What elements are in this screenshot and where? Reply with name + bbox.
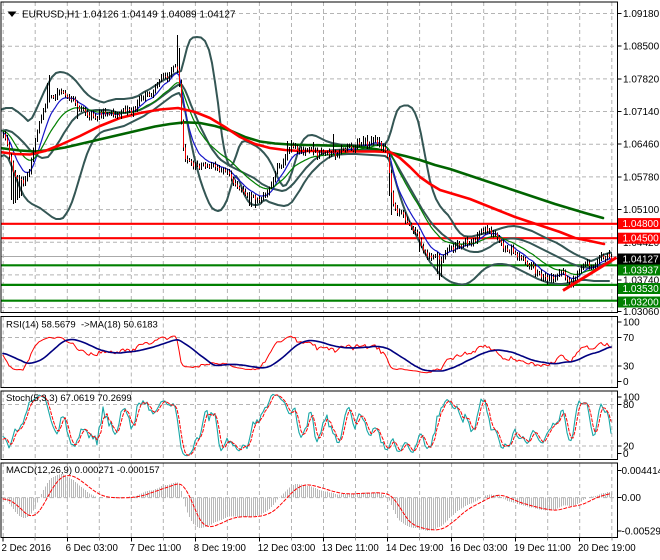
svg-text:1.03060: 1.03060 [623,307,660,318]
svg-text:6 Dec 03:00: 6 Dec 03:00 [66,543,119,554]
svg-text:0.004414: 0.004414 [622,466,660,477]
svg-text:100: 100 [623,318,640,329]
svg-text:100: 100 [623,393,640,404]
svg-text:20: 20 [623,442,635,453]
svg-text:13 Dec 11:00: 13 Dec 11:00 [322,543,380,554]
svg-text:12 Dec 03:00: 12 Dec 03:00 [258,543,316,554]
svg-text:1.06460: 1.06460 [623,140,660,151]
svg-text:MACD(12,26,9) 0.000271 -0.0001: MACD(12,26,9) 0.000271 -0.000157 [6,465,160,476]
svg-text:8 Dec 19:00: 8 Dec 19:00 [194,543,247,554]
svg-text:16 Dec 03:00: 16 Dec 03:00 [450,543,508,554]
svg-text:1.03530: 1.03530 [623,284,660,295]
svg-text:Stoch(5,3,3) 67.0619 70.2699: Stoch(5,3,3) 67.0619 70.2699 [6,393,132,404]
svg-text:2 Dec 2016: 2 Dec 2016 [2,543,52,554]
svg-text:RSI(14) 58.5679 ->MA(18) 50.6: RSI(14) 58.5679 ->MA(18) 50.6183 [6,320,158,331]
svg-text:80: 80 [623,400,635,411]
svg-text:1.08500: 1.08500 [623,42,660,53]
svg-text:14 Dec 19:00: 14 Dec 19:00 [386,543,444,554]
svg-text:EURUSD,H1 1.04126 1.04149 1.0: EURUSD,H1 1.04126 1.04149 1.04089 1.0412… [22,10,236,21]
svg-text:1.07820: 1.07820 [623,74,660,85]
svg-text:-0.005299: -0.005299 [622,527,660,538]
svg-text:70: 70 [623,333,635,344]
svg-text:30: 30 [623,362,635,373]
svg-text:1.09180: 1.09180 [623,9,660,20]
svg-text:1.04800: 1.04800 [623,219,660,230]
svg-text:1.07140: 1.07140 [623,107,660,118]
svg-text:0.00: 0.00 [622,493,642,504]
svg-text:19 Dec 11:00: 19 Dec 11:00 [514,543,572,554]
svg-text:1.05780: 1.05780 [623,172,660,183]
svg-text:1.03937: 1.03937 [623,266,660,277]
svg-text:7 Dec 11:00: 7 Dec 11:00 [130,543,182,554]
svg-text:1.04500: 1.04500 [623,234,660,245]
svg-text:1.04127: 1.04127 [623,255,660,266]
svg-text:20 Dec 19:00: 20 Dec 19:00 [578,543,636,554]
svg-text:1.03740: 1.03740 [623,276,660,287]
svg-text:1.03200: 1.03200 [623,298,660,309]
svg-text:0: 0 [623,449,629,460]
svg-text:0: 0 [623,377,629,388]
svg-text:1.05100: 1.05100 [623,205,660,216]
